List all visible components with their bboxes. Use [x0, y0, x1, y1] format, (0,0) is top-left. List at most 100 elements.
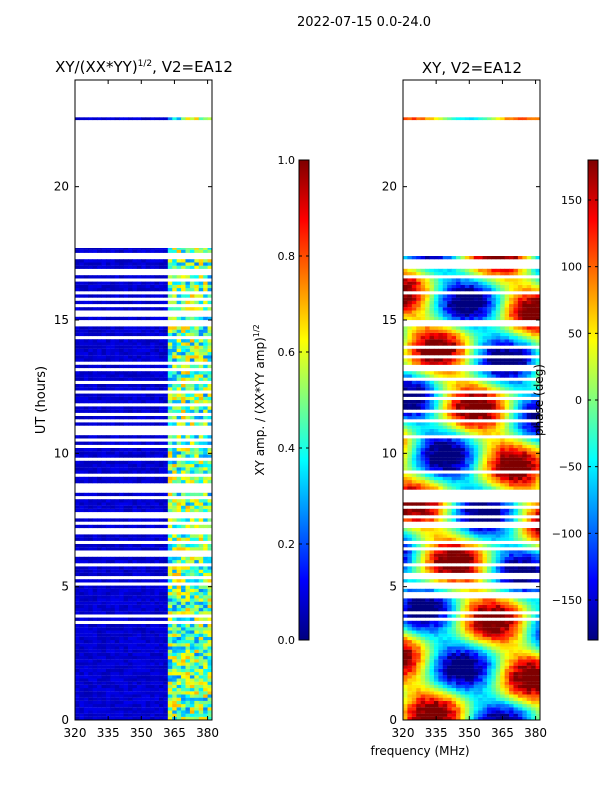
right-heatmap-cell [420, 691, 426, 695]
left-heatmap-cell [79, 691, 85, 695]
right-heatmap-cell [425, 636, 430, 641]
left-heatmap-cell [136, 393, 142, 397]
left-heatmap-cell [97, 524, 102, 529]
right-heatmap-cell [504, 659, 510, 663]
left-heatmap-cell [110, 537, 116, 541]
left-heatmap-cell [167, 355, 173, 359]
left-heatmap-cell [185, 377, 191, 381]
left-heatmap-cell [110, 684, 116, 689]
left-heatmap-cell [194, 534, 200, 538]
right-heatmap-cell [491, 508, 497, 513]
right-heatmap-cell [447, 681, 453, 685]
right-heatmap-cell [500, 643, 506, 647]
left-heatmap-cell [172, 707, 178, 711]
right-heatmap-cell [464, 668, 470, 673]
left-heatmap-cell [141, 265, 147, 269]
left-heatmap-cell [163, 649, 169, 653]
right-heatmap-cell [451, 537, 457, 541]
left-heatmap-cell [189, 448, 195, 452]
right-heatmap-cell [433, 704, 439, 708]
left-heatmap-cell [83, 508, 89, 513]
left-heatmap-cell [114, 544, 120, 548]
left-heatmap-cell [154, 348, 160, 353]
left-heatmap-cell [176, 707, 182, 711]
left-heatmap-cell [75, 406, 80, 410]
left-heatmap-cell [92, 636, 98, 641]
right-heatmap-cell [495, 652, 501, 657]
left-heatmap-cell [145, 537, 151, 541]
left-heatmap-cell [110, 393, 116, 397]
right-heatmap-cell [447, 713, 453, 717]
left-heatmap-cell [105, 348, 111, 353]
left-heatmap-cell [92, 678, 98, 682]
left-heatmap-cell [83, 598, 89, 602]
left-heatmap-cell [185, 435, 191, 439]
left-heatmap-cell [207, 518, 213, 522]
left-heatmap-cell [172, 502, 178, 506]
left-heatmap-cell [194, 502, 200, 506]
right-heatmap-cell [486, 502, 492, 506]
right-heatmap-cell [535, 569, 541, 573]
right-heatmap-cell [482, 633, 488, 637]
right-heatmap-cell [460, 518, 466, 522]
right-heatmap-cell [429, 537, 435, 541]
left-heatmap-cell [207, 345, 213, 349]
left-heatmap-cell [128, 672, 133, 676]
right-heatmap-cell [420, 665, 426, 669]
right-heatmap-cell [442, 659, 448, 663]
left-heatmap-cell [101, 656, 107, 660]
left-heatmap-cell [172, 300, 178, 305]
left-heatmap-cell [79, 451, 85, 455]
left-heatmap-cell [176, 691, 182, 695]
left-heatmap-cell [145, 640, 151, 644]
right-heatmap-cell [500, 608, 506, 612]
left-heatmap-cell [167, 668, 173, 673]
left-heatmap-cell [172, 467, 178, 471]
right-heatmap-cell [513, 675, 519, 679]
right-heatmap-cell [500, 624, 506, 628]
left-heatmap-cell [123, 566, 129, 570]
left-heatmap-cell [83, 281, 89, 285]
left-heatmap-cell [198, 387, 204, 391]
left-heatmap-cell [88, 451, 94, 455]
right-heatmap-cell [438, 697, 444, 701]
left-heatmap-cell [163, 355, 169, 359]
left-heatmap-cell [119, 611, 125, 615]
left-heatmap-cell [176, 400, 182, 404]
left-heatmap-cell [136, 409, 142, 413]
right-heatmap-cell [535, 614, 541, 618]
left-heatmap-cell [189, 598, 195, 602]
left-heatmap-cell [97, 588, 102, 593]
left-heatmap-cell [97, 259, 102, 263]
right-heatmap-cell [504, 544, 510, 548]
left-heatmap-cell [154, 339, 160, 343]
left-heatmap-cell [114, 265, 120, 269]
right-heatmap-cell [513, 656, 519, 660]
left-heatmap-cell [136, 377, 142, 381]
right-heatmap-cell [469, 646, 475, 650]
right-heatmap-cell [429, 486, 435, 490]
left-heatmap-cell [75, 694, 80, 698]
left-heatmap-cell [105, 371, 111, 375]
left-heatmap-cell [172, 326, 178, 330]
right-heatmap-cell [531, 598, 536, 602]
right-heatmap-cell [495, 588, 501, 593]
left-heatmap-cell [207, 624, 213, 628]
left-heatmap-cell [181, 480, 186, 484]
left-heatmap-cell [198, 601, 204, 605]
right-heatmap-cell [411, 553, 417, 557]
left-heatmap-cell [207, 393, 213, 397]
right-heatmap-cell [407, 633, 413, 637]
left-heatmap-cell [136, 604, 142, 609]
left-heatmap-cell [203, 694, 208, 698]
right-heatmap-cell [464, 643, 470, 647]
left-heatmap-cell [92, 265, 98, 269]
left-heatmap-cell [207, 448, 213, 452]
left-heatmap-cell [105, 307, 111, 311]
left-heatmap-cell [198, 348, 204, 353]
right-heatmap-cell [425, 556, 430, 561]
left-heatmap-cell [88, 259, 94, 263]
left-heatmap-cell [207, 355, 213, 359]
right-heatmap-cell [433, 550, 439, 554]
left-heatmap-cell [163, 652, 169, 657]
